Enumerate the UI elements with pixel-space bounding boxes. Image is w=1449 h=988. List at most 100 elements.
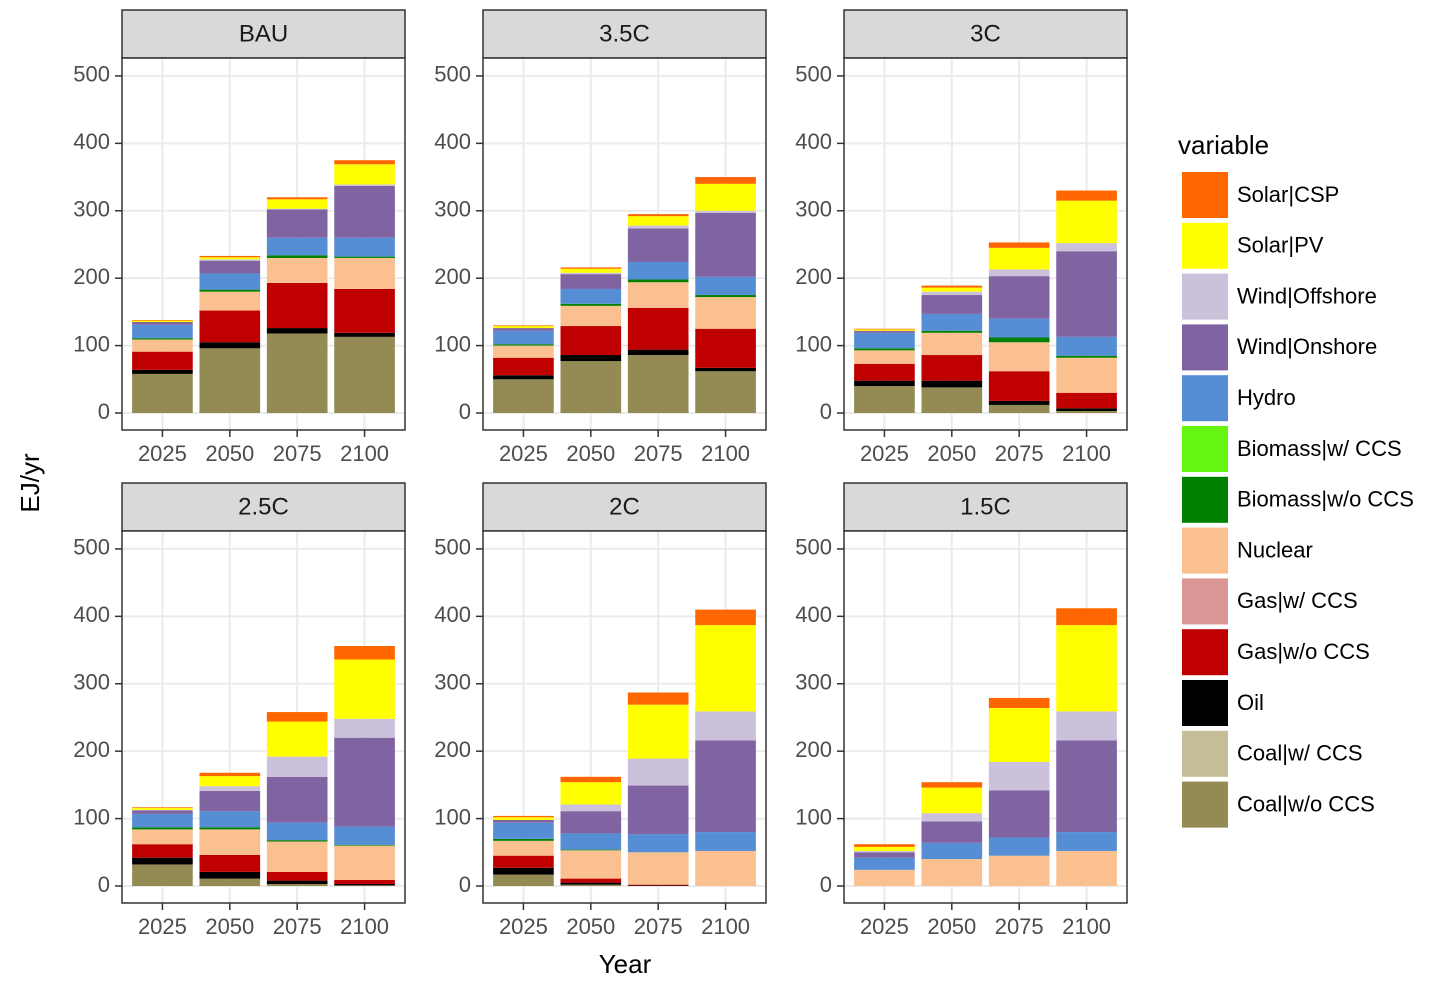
legend-label: Gas|w/o CCS	[1237, 639, 1370, 664]
y-tick-label: 300	[73, 197, 110, 222]
bar-segment	[1056, 740, 1117, 833]
bar-segment	[560, 355, 622, 362]
y-tick-label: 200	[73, 737, 110, 762]
bar-segment	[695, 740, 756, 833]
bar-segment	[334, 237, 395, 257]
legend-label: Nuclear	[1237, 537, 1313, 562]
y-tick-label: 0	[98, 399, 110, 424]
legend-key	[1182, 578, 1228, 625]
y-tick-label: 500	[434, 535, 471, 560]
strip	[843, 9, 1128, 59]
bar-segment	[560, 305, 622, 327]
bar-segment	[266, 255, 328, 258]
bar-segment	[334, 646, 395, 660]
bar-segment	[266, 712, 328, 722]
y-tick-label: 300	[795, 197, 832, 222]
bar-segment	[921, 295, 983, 314]
bar-segment	[199, 776, 261, 787]
bar-segment	[334, 257, 395, 289]
bar-segment	[988, 837, 1050, 856]
bar-segment	[560, 776, 622, 783]
y-axis-label: EJ/yr	[15, 453, 45, 513]
bar-segment	[493, 345, 554, 358]
legend-label: Coal|w/ CCS	[1237, 741, 1363, 766]
bar-segment	[132, 864, 193, 887]
x-tick-label: 2050	[927, 441, 976, 466]
bar-segment	[493, 815, 554, 818]
bar-segment	[493, 840, 554, 856]
y-tick-label: 400	[795, 129, 832, 154]
bar-segment	[988, 697, 1050, 709]
bar-segment	[560, 272, 622, 275]
y-tick-label: 100	[73, 804, 110, 829]
bar-segment	[199, 310, 261, 343]
legend-label: Solar|PV	[1237, 233, 1324, 258]
bar-segment	[560, 884, 622, 887]
bar-segment	[695, 297, 756, 329]
bar-segment	[854, 852, 915, 858]
bar-segment	[493, 375, 554, 380]
bar-segment	[627, 852, 689, 885]
bar-segment	[493, 330, 554, 345]
y-tick-label: 400	[795, 602, 832, 627]
bar-segment	[695, 276, 756, 296]
bar-segment	[695, 212, 756, 277]
legend-label: Gas|w/ CCS	[1237, 588, 1358, 613]
bar-segment	[695, 183, 756, 211]
bar-segment	[560, 274, 622, 289]
bar-segment	[560, 811, 622, 834]
bar-segment	[627, 216, 689, 226]
bar-segment	[560, 833, 622, 850]
panel-border	[121, 530, 406, 904]
bar-segment	[1056, 408, 1117, 411]
bar-segment	[921, 380, 983, 388]
bar-segment	[854, 332, 915, 349]
bar-segment	[1056, 355, 1117, 358]
bar-segment	[334, 879, 395, 884]
x-tick-label: 2050	[205, 441, 254, 466]
bar-segment	[132, 807, 193, 810]
x-tick-label: 2075	[995, 441, 1044, 466]
bar-segment	[334, 718, 395, 738]
bar-segment	[132, 369, 193, 374]
bar-segment	[199, 855, 261, 872]
bar-segment	[132, 324, 193, 339]
panel-border	[121, 57, 406, 431]
bar-segment	[921, 313, 983, 331]
y-tick-label: 400	[434, 602, 471, 627]
bar-segment	[854, 386, 915, 414]
bar-segment	[854, 844, 915, 847]
bar-segment	[334, 826, 395, 845]
bar-segment	[560, 326, 622, 356]
bar-segment	[266, 883, 328, 887]
x-tick-label: 2025	[499, 441, 548, 466]
bar-segment	[854, 363, 915, 381]
bar-segment	[1056, 625, 1117, 712]
x-tick-label: 2025	[138, 914, 187, 939]
bar-segment	[1056, 832, 1117, 851]
bar-segment	[695, 711, 756, 741]
bar-segment	[493, 855, 554, 868]
x-tick-label: 2100	[340, 441, 389, 466]
y-tick-label: 300	[73, 670, 110, 695]
strip-label: 3C	[970, 20, 1001, 47]
bar-segment	[988, 247, 1050, 270]
bar-segment	[493, 357, 554, 376]
bar-segment	[132, 339, 193, 352]
bar-segment	[988, 761, 1050, 791]
legend-key	[1182, 781, 1228, 828]
bar-segment	[988, 371, 1050, 401]
bar-segment	[988, 790, 1050, 838]
bar-segment	[1056, 200, 1117, 244]
x-tick-label: 2075	[273, 441, 322, 466]
bar-segment	[199, 260, 261, 274]
legend-key	[1182, 730, 1228, 777]
bar-segment	[334, 185, 395, 238]
bar-segment	[334, 844, 395, 846]
bar-segment	[1056, 608, 1117, 626]
bar-segment	[627, 758, 689, 786]
bar-segment	[334, 845, 395, 880]
x-tick-label: 2025	[138, 441, 187, 466]
